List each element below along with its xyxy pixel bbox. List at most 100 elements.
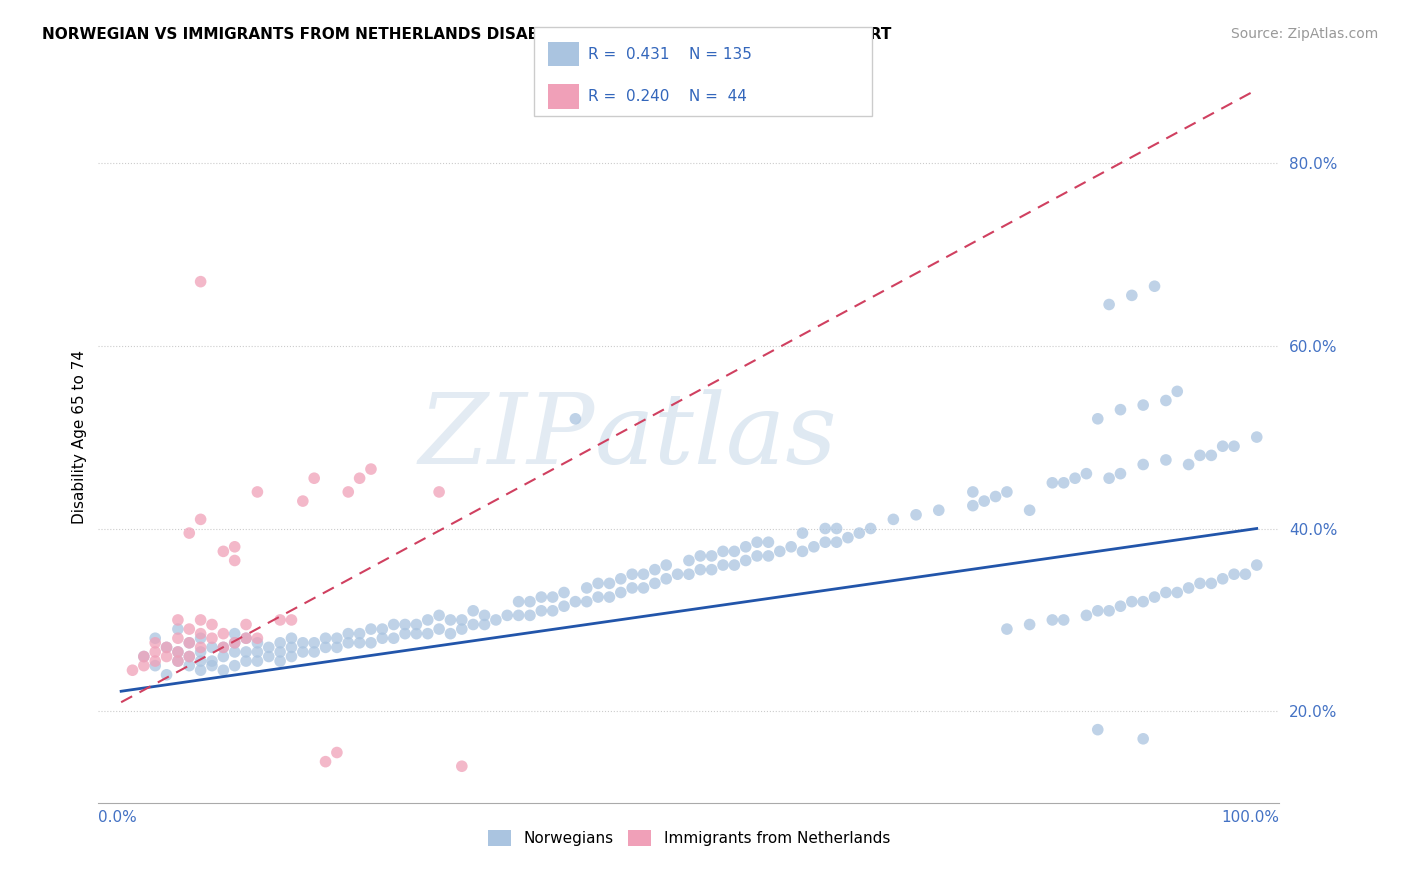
Point — [315, 640, 337, 655]
Point — [349, 626, 371, 640]
Point — [190, 645, 212, 659]
Point — [1143, 279, 1166, 293]
Point — [1143, 590, 1166, 604]
Point — [224, 636, 246, 650]
Point — [598, 590, 620, 604]
Point — [257, 649, 280, 664]
Point — [1154, 453, 1177, 467]
Point — [758, 535, 780, 549]
Point — [1121, 594, 1143, 608]
Point — [179, 649, 201, 664]
Point — [235, 632, 257, 646]
Point — [928, 503, 950, 517]
Point — [360, 622, 382, 636]
Point — [564, 412, 586, 426]
Point — [280, 613, 302, 627]
Point — [269, 654, 291, 668]
Point — [1076, 608, 1098, 623]
Point — [541, 590, 564, 604]
Point — [644, 576, 666, 591]
Point — [212, 544, 235, 558]
Point — [1177, 458, 1199, 472]
Point — [666, 567, 689, 582]
Point — [633, 581, 655, 595]
Point — [1188, 576, 1211, 591]
Y-axis label: Disability Age 65 to 74: Disability Age 65 to 74 — [72, 350, 87, 524]
Point — [326, 640, 349, 655]
Point — [155, 640, 177, 655]
Point — [621, 581, 644, 595]
Point — [1087, 723, 1109, 737]
Point — [167, 654, 190, 668]
Point — [586, 576, 609, 591]
Point — [280, 632, 302, 646]
Point — [848, 526, 870, 541]
Point — [1098, 604, 1121, 618]
Point — [553, 585, 575, 599]
Point — [1223, 567, 1246, 582]
Point — [224, 636, 246, 650]
Point — [734, 540, 756, 554]
Point — [416, 626, 439, 640]
Point — [224, 645, 246, 659]
Point — [1040, 475, 1063, 490]
Point — [235, 654, 257, 668]
Point — [212, 640, 235, 655]
Point — [1040, 613, 1063, 627]
Point — [962, 499, 984, 513]
Point — [132, 649, 155, 664]
Point — [882, 512, 904, 526]
Point — [179, 636, 201, 650]
Point — [1087, 412, 1109, 426]
Point — [143, 632, 166, 646]
Point — [745, 535, 768, 549]
Point — [1053, 475, 1076, 490]
Point — [1087, 604, 1109, 618]
Point — [711, 544, 734, 558]
Legend: Norwegians, Immigrants from Netherlands: Norwegians, Immigrants from Netherlands — [488, 830, 890, 847]
Point — [1018, 617, 1040, 632]
Point — [269, 645, 291, 659]
Point — [302, 636, 325, 650]
Text: R =  0.431    N = 135: R = 0.431 N = 135 — [588, 46, 752, 62]
Point — [167, 622, 190, 636]
Point — [463, 617, 485, 632]
Point — [179, 622, 201, 636]
Point — [190, 632, 212, 646]
Point — [212, 640, 235, 655]
Point — [224, 658, 246, 673]
Point — [1177, 581, 1199, 595]
Point — [541, 604, 564, 618]
Point — [155, 640, 177, 655]
Point — [439, 626, 461, 640]
Point — [224, 626, 246, 640]
Point — [190, 663, 212, 677]
Point — [450, 613, 472, 627]
Point — [610, 585, 633, 599]
Point — [678, 567, 700, 582]
Point — [1154, 393, 1177, 408]
Point — [1109, 599, 1132, 614]
Point — [530, 590, 553, 604]
Point — [1223, 439, 1246, 453]
Point — [315, 632, 337, 646]
Point — [269, 636, 291, 650]
Point — [474, 617, 496, 632]
Point — [575, 581, 598, 595]
Point — [427, 622, 450, 636]
Point — [167, 654, 190, 668]
Point — [190, 654, 212, 668]
Point — [995, 622, 1018, 636]
Point — [803, 540, 825, 554]
Point — [132, 649, 155, 664]
Point — [837, 531, 859, 545]
Point — [1132, 594, 1154, 608]
Point — [1132, 731, 1154, 746]
Point — [859, 521, 882, 535]
Point — [302, 645, 325, 659]
Point — [633, 567, 655, 582]
Point — [190, 512, 212, 526]
Point — [280, 640, 302, 655]
Point — [825, 521, 848, 535]
Point — [179, 658, 201, 673]
